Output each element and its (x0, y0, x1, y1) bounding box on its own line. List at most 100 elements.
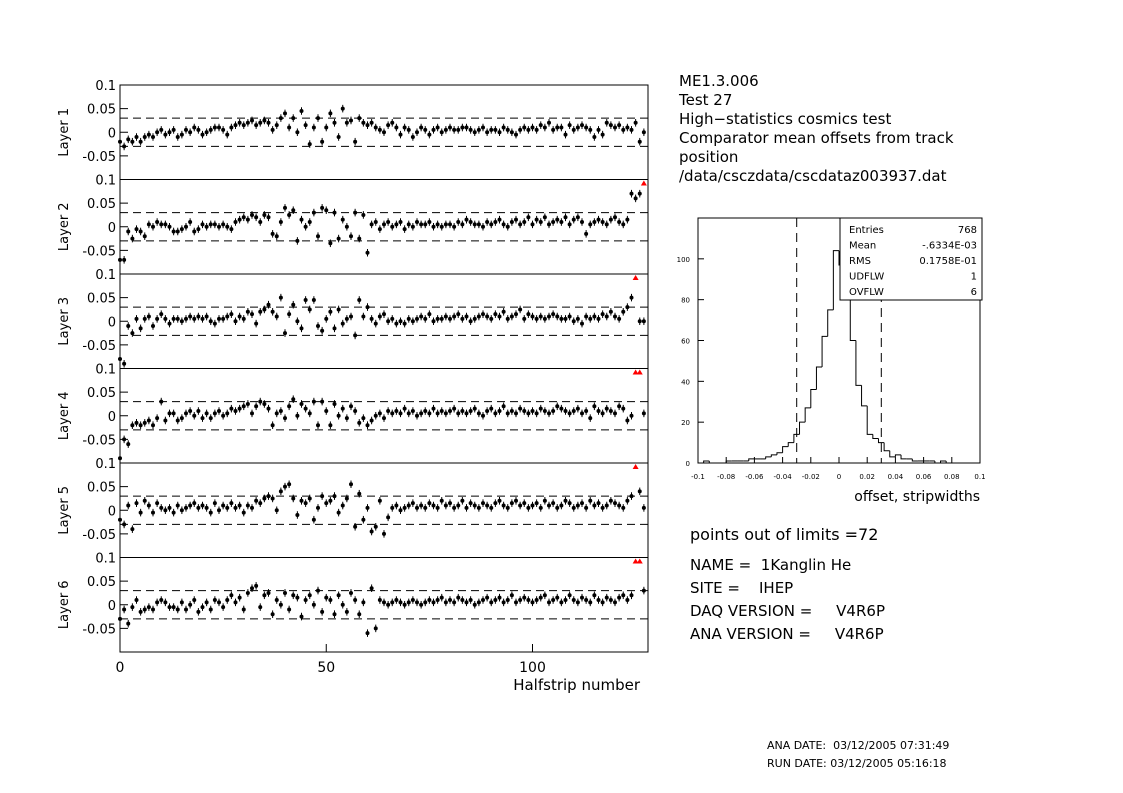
data-point (328, 309, 333, 314)
histogram-bin (866, 405, 873, 435)
data-point (476, 314, 481, 319)
data-point (390, 411, 395, 416)
data-point (402, 406, 407, 411)
data-point (493, 220, 498, 225)
data-point (245, 401, 250, 406)
data-point (526, 312, 531, 317)
data-point (122, 607, 127, 612)
data-point (423, 505, 428, 510)
data-point (514, 217, 518, 222)
data-point (365, 305, 370, 310)
data-point (365, 505, 370, 510)
data-point (332, 326, 337, 331)
data-point (604, 120, 609, 125)
y-tick-label: 0.1 (95, 79, 116, 94)
data-point (361, 212, 366, 217)
data-point (369, 222, 374, 227)
data-point (534, 127, 539, 132)
data-point (155, 600, 160, 605)
data-point (489, 222, 494, 227)
data-point (212, 321, 217, 326)
data-point (299, 401, 304, 406)
data-point (225, 411, 230, 416)
data-point (481, 125, 485, 130)
data-point (456, 411, 461, 416)
data-point (221, 316, 226, 321)
data-point (608, 217, 613, 222)
x-tick-label: 0.02 (859, 473, 875, 481)
data-point (468, 220, 473, 225)
data-point (365, 631, 370, 636)
data-point (547, 503, 551, 508)
data-point (278, 116, 283, 121)
data-point (196, 609, 201, 614)
data-point (146, 222, 151, 227)
data-point (423, 316, 428, 321)
data-point (443, 127, 448, 132)
data-point (443, 600, 448, 605)
data-point (476, 600, 481, 605)
histogram-bin (782, 446, 789, 453)
data-point (233, 409, 238, 414)
data-point (472, 503, 477, 508)
data-point (122, 361, 127, 366)
data-point (522, 316, 527, 321)
data-point (328, 241, 333, 246)
data-point (485, 130, 490, 135)
data-point (505, 127, 510, 132)
data-point (303, 297, 308, 302)
data-point (505, 411, 510, 416)
x-tick-label: -0.1 (691, 473, 705, 481)
data-point (394, 321, 399, 326)
data-point (563, 498, 568, 503)
data-point (254, 404, 259, 409)
data-point (179, 227, 184, 232)
data-point (555, 404, 560, 409)
data-point (604, 314, 609, 319)
data-point (497, 595, 502, 600)
data-point (377, 598, 382, 603)
data-point (138, 609, 143, 614)
data-point (613, 411, 617, 416)
data-point (551, 220, 556, 225)
data-point (518, 127, 523, 132)
data-point (163, 132, 168, 137)
data-point (171, 316, 176, 321)
data-point (262, 307, 267, 312)
data-point (221, 222, 226, 227)
data-point (353, 333, 358, 338)
data-point (559, 125, 564, 130)
data-point (188, 602, 193, 607)
data-point (266, 120, 271, 125)
data-point (596, 501, 601, 506)
data-point (501, 404, 506, 409)
data-point (184, 411, 188, 416)
data-point (419, 125, 424, 130)
data-point (283, 111, 287, 116)
data-point (233, 505, 238, 510)
data-point (316, 323, 320, 328)
data-point (192, 229, 197, 234)
data-point (353, 598, 358, 603)
data-point (443, 503, 448, 508)
data-point (118, 456, 122, 461)
data-point (163, 600, 168, 605)
data-point (608, 123, 613, 128)
data-point (526, 598, 531, 603)
data-point (402, 505, 407, 510)
data-point (357, 116, 362, 121)
data-point (316, 234, 320, 239)
data-point (361, 517, 366, 522)
data-point (509, 593, 514, 598)
data-point (394, 598, 399, 603)
data-point (126, 137, 131, 142)
y-tick-label: 0.1 (95, 363, 116, 378)
data-point (468, 409, 473, 414)
x-axis-label: offset, stripwidths (854, 489, 980, 505)
y-tick-label: 0 (686, 460, 690, 468)
data-point (608, 309, 613, 314)
data-point (365, 423, 370, 428)
data-point (311, 297, 316, 302)
data-point (580, 595, 584, 600)
x-tick-label: -0.06 (745, 473, 764, 481)
